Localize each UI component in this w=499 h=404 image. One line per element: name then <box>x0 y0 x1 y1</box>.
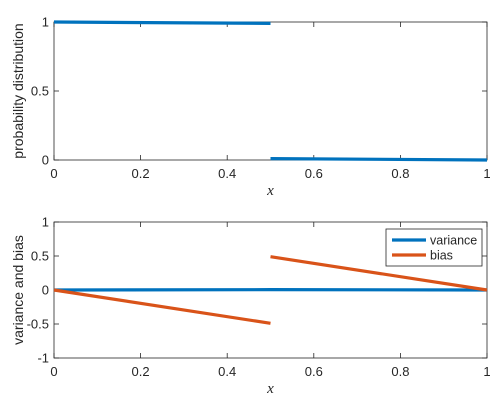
legend-box <box>385 228 483 267</box>
bias-line-segment-1 <box>53 288 271 325</box>
y-axis-label: probability distribution <box>10 23 26 158</box>
y-tick-label: 0 <box>42 153 49 168</box>
bottom-plot: 0 0.2 0.4 0.6 0.8 1 -1 -0.5 0 0.5 1 x variance and b… <box>10 215 491 398</box>
series-line-segment-1 <box>53 20 271 25</box>
x-tick-label: 0.4 <box>218 364 236 379</box>
y-tick-label: 0.5 <box>31 249 49 264</box>
x-tick-label: 0 <box>50 166 57 181</box>
x-tick-label: 0.2 <box>132 364 150 379</box>
y-tick-label: 0.5 <box>31 84 49 99</box>
x-tick-label: 0.2 <box>132 166 150 181</box>
series-line-segment-2 <box>270 157 488 162</box>
x-tick-label: 1 <box>483 364 490 379</box>
y-tick-label: -1 <box>37 351 49 366</box>
x-axis-label: x <box>266 183 274 199</box>
x-tick-label: 0.4 <box>218 166 236 181</box>
x-axis-label: x <box>266 381 274 397</box>
axes-box <box>53 21 488 161</box>
x-tick-label: 0.8 <box>391 166 409 181</box>
legend-label-variance: variance <box>430 234 477 248</box>
y-tick-label: -0.5 <box>27 317 49 332</box>
x-tick-label: 0 <box>50 364 57 379</box>
y-tick-label: 1 <box>42 15 49 30</box>
y-tick-label: 0 <box>42 283 49 298</box>
x-tick-label: 0.6 <box>305 166 323 181</box>
x-tick-label: 1 <box>483 166 490 181</box>
legend-label-bias: bias <box>430 249 453 263</box>
bias-line-segment-2 <box>270 255 488 292</box>
y-axis-label: variance and bias <box>10 235 26 345</box>
x-tick-label: 0.8 <box>391 364 409 379</box>
y-tick-label: 1 <box>42 215 49 230</box>
top-plot: 0 0.2 0.4 0.6 0.8 1 0 0.5 1 x probability distribu… <box>10 15 491 200</box>
x-tick-label: 0.6 <box>305 364 323 379</box>
